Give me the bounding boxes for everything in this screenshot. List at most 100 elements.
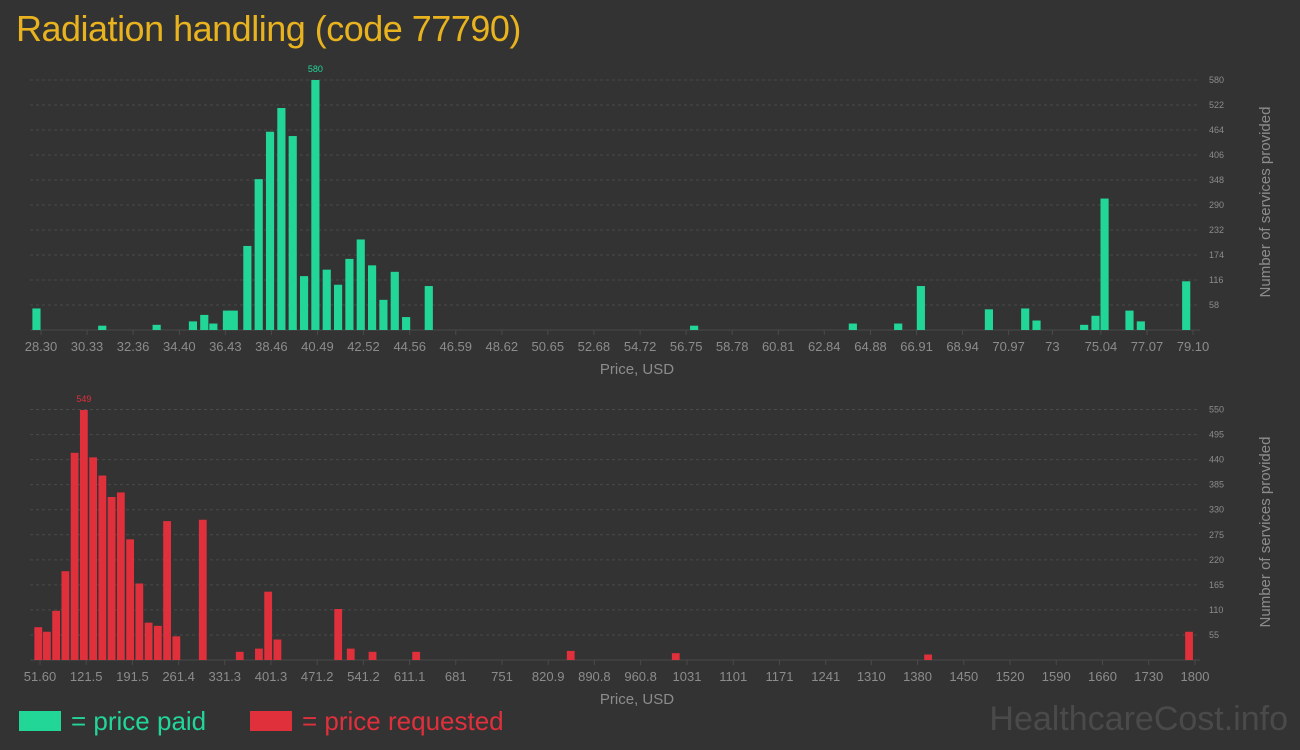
y-axis-title: Number of services provided — [1257, 437, 1274, 628]
bar — [255, 648, 263, 660]
y-tick-label: 290 — [1209, 200, 1224, 210]
y-tick-label: 385 — [1209, 480, 1224, 490]
bar — [89, 457, 98, 660]
bar — [107, 496, 116, 660]
x-tick-label: 50.65 — [532, 339, 565, 354]
y-tick-label: 55 — [1209, 630, 1219, 640]
bar — [229, 310, 238, 330]
bar — [79, 410, 88, 660]
legend-requested-swatch — [250, 711, 292, 731]
bar — [1182, 281, 1191, 330]
bar — [379, 299, 388, 330]
y-tick-label: 220 — [1209, 555, 1224, 565]
bar — [200, 314, 209, 330]
bar — [277, 108, 286, 330]
bar — [1032, 320, 1041, 330]
x-tick-label: 1520 — [996, 669, 1025, 684]
y-tick-label: 232 — [1209, 225, 1224, 235]
x-tick-label: 960.8 — [624, 669, 657, 684]
bar — [153, 625, 162, 660]
bar — [1136, 321, 1145, 330]
bar — [98, 325, 107, 330]
bar — [424, 286, 433, 330]
x-tick-label: 261.4 — [162, 669, 195, 684]
watermark: HealthcareCost.info — [989, 700, 1288, 738]
y-tick-label: 275 — [1209, 530, 1224, 540]
y-tick-label: 495 — [1209, 430, 1224, 440]
bar — [402, 317, 411, 330]
bar — [61, 571, 70, 660]
bar — [334, 608, 343, 660]
y-tick-label: 330 — [1209, 505, 1224, 515]
x-tick-label: 331.3 — [208, 669, 241, 684]
bar — [42, 631, 51, 660]
bar — [264, 591, 273, 660]
x-tick-label: 66.91 — [900, 339, 933, 354]
x-tick-label: 1450 — [949, 669, 978, 684]
x-tick-label: 32.36 — [117, 339, 150, 354]
bar — [70, 452, 79, 660]
y-tick-label: 110 — [1209, 605, 1223, 615]
bar — [345, 258, 354, 330]
x-tick-label: 64.88 — [854, 339, 887, 354]
y-tick-label: 58 — [1209, 300, 1219, 310]
x-tick-label: 191.5 — [116, 669, 149, 684]
bar — [188, 321, 198, 330]
legend-requested-label: = price requested — [302, 705, 504, 736]
x-tick-label: 44.56 — [393, 339, 426, 354]
page-title: Radiation handling (code 77790) — [16, 8, 521, 49]
bar — [1100, 198, 1109, 330]
x-tick-label: 60.81 — [762, 339, 795, 354]
legend-price-paid: = price paid — [19, 706, 206, 736]
y-tick-label: 580 — [1209, 75, 1224, 85]
x-tick-label: 121.5 — [70, 669, 103, 684]
x-tick-label: 541.2 — [347, 669, 380, 684]
x-axis-title: Price, USD — [600, 361, 674, 378]
bar — [299, 276, 309, 330]
bar — [356, 239, 365, 330]
x-tick-label: 51.60 — [24, 669, 57, 684]
x-tick-label: 890.8 — [578, 669, 611, 684]
bar — [412, 651, 421, 660]
x-tick-label: 70.97 — [992, 339, 1025, 354]
x-tick-label: 40.49 — [301, 339, 334, 354]
bar — [198, 519, 207, 660]
x-tick-label: 1590 — [1042, 669, 1071, 684]
y-tick-label: 464 — [1209, 125, 1224, 135]
bar — [243, 245, 252, 330]
bar — [98, 475, 107, 660]
x-tick-label: 48.62 — [486, 339, 519, 354]
bar — [924, 654, 933, 660]
bar — [848, 323, 857, 330]
y-tick-label: 440 — [1209, 455, 1224, 465]
bar — [322, 269, 331, 330]
x-tick-label: 46.59 — [439, 339, 472, 354]
x-tick-label: 38.46 — [255, 339, 288, 354]
y-tick-label: 174 — [1209, 250, 1224, 260]
bar — [1091, 315, 1100, 330]
x-axis-title: Price, USD — [600, 691, 674, 708]
x-tick-label: 79.10 — [1177, 339, 1210, 354]
bar — [265, 131, 275, 330]
bar — [1125, 310, 1134, 330]
x-tick-label: 1031 — [673, 669, 702, 684]
x-tick-label: 62.84 — [808, 339, 841, 354]
bar — [1185, 631, 1193, 660]
y-tick-label: 550 — [1209, 405, 1224, 415]
x-tick-label: 751 — [491, 669, 513, 684]
legend-paid-swatch — [19, 711, 61, 731]
bar — [235, 651, 244, 660]
x-tick-label: 1730 — [1134, 669, 1163, 684]
x-tick-label: 75.04 — [1085, 339, 1118, 354]
x-tick-label: 1101 — [719, 669, 747, 684]
bar — [144, 622, 153, 660]
bar — [34, 627, 43, 660]
x-tick-label: 1800 — [1181, 669, 1210, 684]
bar — [273, 639, 282, 660]
x-tick-label: 1310 — [857, 669, 886, 684]
x-tick-label: 68.94 — [946, 339, 979, 354]
peak-label: 580 — [308, 64, 323, 74]
bar — [984, 309, 993, 330]
